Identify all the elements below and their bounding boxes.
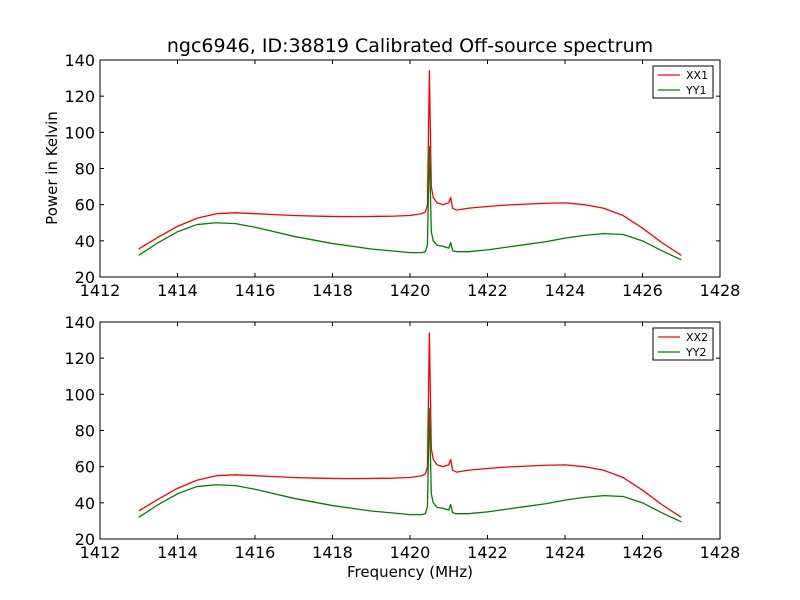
x-tick-label: 1414	[157, 281, 198, 300]
x-tick-label: 1414	[157, 543, 198, 562]
x-tick-label: 1424	[545, 543, 586, 562]
y-tick-label: 60	[75, 458, 95, 477]
legend-box	[652, 327, 714, 361]
x-tick-label: 1420	[390, 281, 431, 300]
legend-label: YY2	[685, 346, 706, 359]
series-line-yy2	[138, 408, 682, 523]
x-tick-label: 1428	[700, 281, 741, 300]
x-tick-label: 1416	[235, 281, 276, 300]
x-tick-label: 1412	[80, 281, 121, 300]
y-tick-label: 120	[64, 349, 95, 368]
x-tick-label: 1416	[235, 543, 276, 562]
x-tick-label: 1418	[312, 543, 353, 562]
series-line-xx2	[138, 332, 682, 518]
y-tick-label: 40	[75, 494, 95, 513]
panel-1: 1412 1414 1416 1418 1420 1422 1424 1426 1428 20 40…	[64, 51, 740, 300]
x-axis-label: Frequency (MHz)	[347, 563, 473, 581]
y-tick-label: 100	[64, 123, 95, 142]
x-tick-label: 1424	[545, 281, 586, 300]
legend-label: XX2	[686, 331, 708, 344]
y-axis-label: Power in Kelvin	[43, 111, 61, 225]
x-tick-label: 1428	[700, 543, 741, 562]
legend-box	[652, 65, 714, 99]
x-tick-label: 1412	[80, 543, 121, 562]
legend-label: YY1	[685, 84, 706, 97]
panels: 1412 1414 1416 1418 1420 1422 1424 1426 1428 20 40…	[64, 51, 740, 562]
y-tick-label: 20	[75, 268, 95, 287]
panel-2: 1412 1414 1416 1418 1420 1422 1424 1426 1428 20 40…	[64, 313, 740, 562]
y-tick-label: 80	[75, 160, 95, 179]
x-tick-label: 1420	[390, 543, 431, 562]
chart-title: ngc6946, ID:38819 Calibrated Off-source …	[167, 35, 653, 57]
y-tick-label: 40	[75, 232, 95, 251]
y-tick-label: 100	[64, 385, 95, 404]
y-tick-label: 120	[64, 87, 95, 106]
x-tick-label: 1422	[467, 281, 508, 300]
y-tick-label: 140	[64, 51, 95, 70]
y-tick-label: 20	[75, 530, 95, 549]
legend-label: XX1	[686, 69, 708, 82]
series-line-yy1	[138, 146, 682, 261]
x-tick-label: 1426	[622, 543, 663, 562]
x-tick-label: 1422	[467, 543, 508, 562]
y-tick-label: 80	[75, 422, 95, 441]
y-tick-label: 140	[64, 313, 95, 332]
y-tick-label: 60	[75, 196, 95, 215]
x-tick-label: 1418	[312, 281, 353, 300]
x-tick-label: 1426	[622, 281, 663, 300]
series-line-xx1	[138, 70, 682, 256]
